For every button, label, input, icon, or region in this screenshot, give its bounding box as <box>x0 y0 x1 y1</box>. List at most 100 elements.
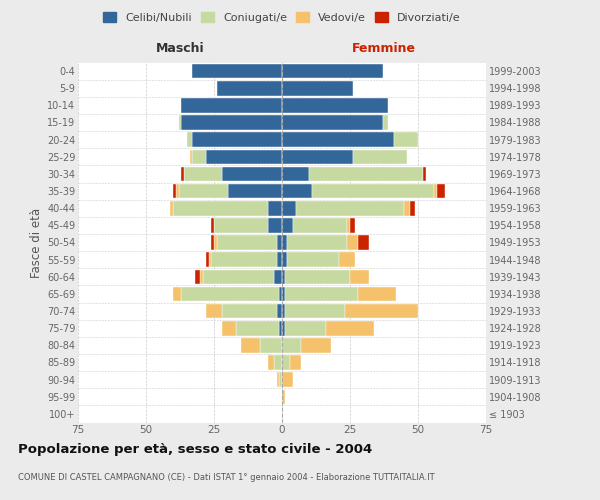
Bar <box>211 218 214 232</box>
Bar <box>358 286 396 301</box>
Bar <box>347 235 358 250</box>
Bar <box>287 235 347 250</box>
Bar <box>170 201 173 216</box>
Bar <box>347 218 350 232</box>
Bar <box>339 252 355 267</box>
Bar <box>279 372 282 387</box>
Text: Maschi: Maschi <box>155 42 205 56</box>
Bar <box>282 355 290 370</box>
Bar <box>383 115 388 130</box>
Bar <box>282 286 285 301</box>
Bar <box>173 286 181 301</box>
Bar <box>181 166 184 181</box>
Bar <box>268 201 282 216</box>
Bar <box>282 64 383 78</box>
Bar <box>236 321 279 336</box>
Bar <box>274 270 282 284</box>
Bar <box>222 166 282 181</box>
Bar <box>282 115 383 130</box>
Bar <box>268 355 274 370</box>
Bar <box>285 286 358 301</box>
Bar <box>279 286 282 301</box>
Bar <box>274 355 282 370</box>
Bar <box>279 321 282 336</box>
Bar <box>277 252 282 267</box>
Bar <box>195 270 200 284</box>
Bar <box>277 235 282 250</box>
Bar <box>282 270 285 284</box>
Bar <box>187 132 192 147</box>
Bar <box>282 150 353 164</box>
Bar <box>301 338 331 352</box>
Bar <box>434 184 437 198</box>
Bar <box>268 218 282 232</box>
Bar <box>181 98 282 112</box>
Bar <box>209 252 211 267</box>
Bar <box>277 372 279 387</box>
Bar <box>206 252 209 267</box>
Bar <box>350 270 369 284</box>
Bar <box>285 321 326 336</box>
Bar <box>282 252 287 267</box>
Bar <box>282 166 309 181</box>
Bar <box>350 218 355 232</box>
Bar <box>214 218 268 232</box>
Bar <box>296 201 404 216</box>
Bar <box>179 184 227 198</box>
Bar <box>309 166 424 181</box>
Bar <box>181 115 282 130</box>
Bar <box>424 166 426 181</box>
Bar <box>184 166 222 181</box>
Bar <box>285 304 344 318</box>
Bar <box>282 218 293 232</box>
Bar <box>192 150 206 164</box>
Bar <box>410 201 415 216</box>
Bar <box>192 132 282 147</box>
Bar <box>203 270 274 284</box>
Bar <box>190 150 192 164</box>
Bar <box>285 270 350 284</box>
Bar <box>211 235 214 250</box>
Bar <box>312 184 434 198</box>
Bar <box>394 132 418 147</box>
Bar <box>437 184 445 198</box>
Bar <box>214 235 217 250</box>
Bar <box>282 81 353 96</box>
Bar <box>293 218 347 232</box>
Bar <box>179 115 181 130</box>
Bar <box>287 252 339 267</box>
Bar <box>200 270 203 284</box>
Bar <box>353 150 407 164</box>
Bar <box>260 338 282 352</box>
Bar <box>282 235 287 250</box>
Text: Femmine: Femmine <box>352 42 416 56</box>
Bar <box>282 372 293 387</box>
Legend: Celibi/Nubili, Coniugati/e, Vedovi/e, Divorziati/e: Celibi/Nubili, Coniugati/e, Vedovi/e, Di… <box>99 8 465 28</box>
Bar <box>282 98 388 112</box>
Bar <box>222 304 277 318</box>
Bar <box>326 321 374 336</box>
Text: Popolazione per età, sesso e stato civile - 2004: Popolazione per età, sesso e stato civil… <box>18 442 372 456</box>
Bar <box>181 286 279 301</box>
Bar <box>282 338 301 352</box>
Bar <box>290 355 301 370</box>
Text: COMUNE DI CASTEL CAMPAGNANO (CE) - Dati ISTAT 1° gennaio 2004 - Elaborazione TUT: COMUNE DI CASTEL CAMPAGNANO (CE) - Dati … <box>18 472 434 482</box>
Bar <box>222 321 236 336</box>
Bar <box>282 390 285 404</box>
Bar <box>282 184 312 198</box>
Bar <box>217 81 282 96</box>
Bar <box>241 338 260 352</box>
Bar <box>277 304 282 318</box>
Y-axis label: Fasce di età: Fasce di età <box>29 208 43 278</box>
Bar <box>192 64 282 78</box>
Bar <box>176 184 179 198</box>
Bar <box>404 201 410 216</box>
Bar <box>211 252 277 267</box>
Bar <box>282 201 296 216</box>
Bar <box>206 150 282 164</box>
Bar <box>282 321 285 336</box>
Bar <box>217 235 277 250</box>
Bar <box>282 132 394 147</box>
Bar <box>358 235 369 250</box>
Bar <box>206 304 222 318</box>
